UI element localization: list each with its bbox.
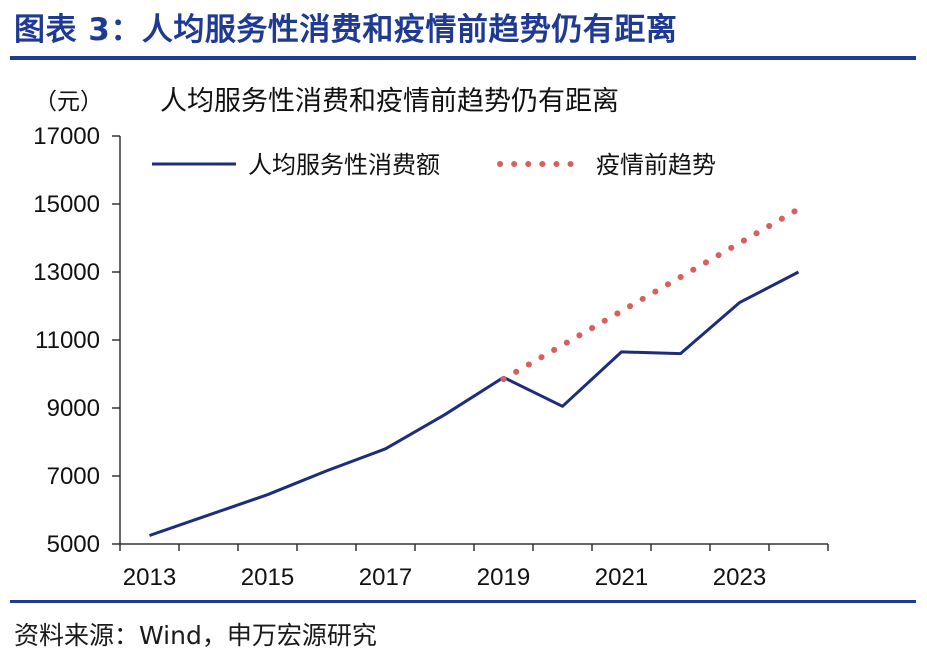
series-line-pre-pandemic-trend <box>500 206 802 383</box>
top-rule <box>10 56 916 60</box>
bottom-rule <box>10 600 916 603</box>
legend: 人均服务性消费额 疫情前趋势 <box>152 151 716 179</box>
x-tick-label: 2013 <box>123 564 176 591</box>
y-axis-unit: （元） <box>34 89 103 115</box>
y-tick-label: 9000 <box>47 395 100 422</box>
source-note: 资料来源：Wind，申万宏源研究 <box>14 621 377 650</box>
legend-label-services-consumption: 人均服务性消费额 <box>248 151 440 179</box>
y-tick-label: 17000 <box>33 123 100 150</box>
figure-label: 图表 3：人均服务性消费和疫情前趋势仍有距离 <box>14 12 678 48</box>
chart-title: 人均服务性消费和疫情前趋势仍有距离 <box>160 86 619 117</box>
x-tick-label: 2021 <box>595 564 648 591</box>
x-tick-label: 2019 <box>477 564 530 591</box>
y-tick-label: 11000 <box>35 327 100 354</box>
line-chart: （元） 人均服务性消费和疫情前趋势仍有距离 5000 7000 9000 11000 1… <box>33 86 829 591</box>
x-tick-label: 2017 <box>359 564 412 591</box>
legend-label-pre-pandemic-trend: 疫情前趋势 <box>596 151 716 179</box>
y-tick-label: 15000 <box>33 191 100 218</box>
x-tick-label: 2023 <box>713 564 766 591</box>
axes: 5000 7000 9000 11000 13000 15000 17000 2013 2015… <box>33 123 829 591</box>
x-tick-label: 2015 <box>241 564 294 591</box>
y-tick-label: 13000 <box>33 259 100 286</box>
series-line-services-consumption <box>149 270 800 537</box>
series-layer <box>149 206 802 537</box>
y-tick-label: 5000 <box>47 531 100 558</box>
y-tick-label: 7000 <box>47 463 100 490</box>
